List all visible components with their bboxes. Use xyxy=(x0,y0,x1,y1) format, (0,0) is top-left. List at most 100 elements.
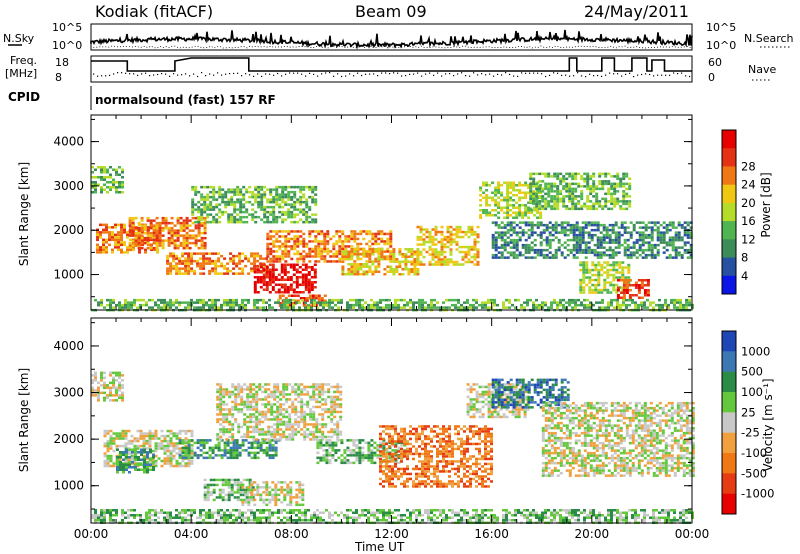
heatmap-cell xyxy=(308,195,312,199)
heatmap-cell xyxy=(311,220,315,224)
heatmap-cell xyxy=(347,268,351,271)
heatmap-cell xyxy=(598,306,601,309)
heatmap-cell xyxy=(500,256,504,259)
heatmap-cell xyxy=(487,301,490,304)
heatmap-cell xyxy=(146,468,149,471)
heatmap-cell xyxy=(255,428,259,431)
heatmap-cell xyxy=(265,271,269,274)
heatmap-cell xyxy=(302,304,306,307)
heatmap-cell xyxy=(238,303,241,307)
heatmap-cell xyxy=(442,301,445,304)
heatmap-cell xyxy=(250,498,254,502)
heatmap-cell xyxy=(416,255,420,259)
heatmap-cell xyxy=(514,306,517,309)
heatmap-cell xyxy=(212,198,216,201)
heatmap-cell xyxy=(167,241,171,245)
heatmap-cell xyxy=(205,301,208,304)
heatmap-cell xyxy=(302,200,306,204)
heatmap-cell xyxy=(503,248,507,252)
heatmap-cell xyxy=(545,223,549,227)
heatmap-cell xyxy=(240,385,244,389)
heatmap-cell xyxy=(220,272,224,275)
heatmap-cell xyxy=(190,439,194,442)
heatmap-cell xyxy=(585,271,589,274)
heatmap-cell xyxy=(112,437,116,440)
heatmap-cell xyxy=(539,223,543,227)
heatmap-cell xyxy=(233,218,237,221)
heatmap-cell xyxy=(491,196,495,199)
heatmap-cell xyxy=(515,233,519,237)
heatmap-cell xyxy=(228,423,232,426)
heatmap-cell xyxy=(494,221,498,224)
heatmap-cell xyxy=(508,298,511,302)
heatmap-cell xyxy=(646,298,649,302)
heatmap-cell xyxy=(254,200,258,204)
heatmap-cell xyxy=(263,208,267,211)
heatmap-cell xyxy=(169,444,173,448)
heatmap-cell xyxy=(184,257,188,260)
heatmap-cell xyxy=(302,245,306,248)
heatmap-cell xyxy=(535,207,539,211)
heatmap-cell xyxy=(512,253,516,257)
heatmap-cell xyxy=(314,188,318,191)
heatmap-cell xyxy=(106,168,109,171)
heatmap-cell xyxy=(305,220,309,224)
heatmap-cell xyxy=(209,205,213,209)
heatmap-cell xyxy=(365,263,369,266)
heatmap-cell xyxy=(150,238,153,242)
heatmap-cell xyxy=(121,171,124,174)
heatmap-cell xyxy=(105,231,108,234)
heatmap-cell xyxy=(485,199,489,202)
heatmap-cell xyxy=(253,276,257,279)
heatmap-cell xyxy=(223,444,227,447)
heatmap-cell xyxy=(579,261,583,264)
heatmap-cell xyxy=(418,306,421,309)
heatmap-cell xyxy=(255,430,259,434)
heatmap-cell xyxy=(610,182,614,186)
heatmap-cell xyxy=(286,288,290,291)
heatmap-cell xyxy=(247,451,251,455)
heatmap-cell xyxy=(385,303,388,307)
heatmap-cell xyxy=(623,248,627,252)
heatmap-cell xyxy=(571,207,575,211)
heatmap-cell xyxy=(593,248,597,252)
heatmap-cell xyxy=(262,268,266,271)
heatmap-cell xyxy=(659,231,663,234)
heatmap-cell xyxy=(232,306,235,309)
heatmap-cell xyxy=(278,205,282,209)
heatmap-cell xyxy=(535,195,539,198)
heatmap-cell xyxy=(305,242,309,246)
heatmap-cell xyxy=(233,491,237,494)
heatmap-cell xyxy=(119,453,122,456)
heatmap-cell xyxy=(202,254,206,258)
heatmap-cell xyxy=(293,294,297,297)
heatmap-cell xyxy=(449,238,453,241)
heatmap-cell xyxy=(246,433,250,436)
heatmap-cell xyxy=(425,235,429,239)
freq-label-2: [MHz] xyxy=(5,67,37,80)
heatmap-cell xyxy=(247,486,251,489)
heatmap-cell xyxy=(518,196,522,199)
heatmap-cell xyxy=(538,185,542,188)
heatmap-cell xyxy=(115,371,118,375)
heatmap-cell xyxy=(170,231,174,235)
heatmap-cell xyxy=(106,298,109,302)
heatmap-cell xyxy=(386,242,390,246)
heatmap-cell xyxy=(238,306,241,309)
heatmap-cell xyxy=(246,430,250,434)
heatmap-cell xyxy=(452,233,456,236)
heatmap-cell xyxy=(239,481,243,484)
heatmap-cell xyxy=(605,236,609,239)
heatmap-cell xyxy=(640,303,643,307)
heatmap-cell xyxy=(521,204,525,207)
heatmap-cell xyxy=(461,250,465,254)
heatmap-cell xyxy=(574,175,578,178)
heatmap-cell xyxy=(521,233,525,237)
heatmap-cell xyxy=(578,236,582,239)
heatmap-cell xyxy=(246,385,250,389)
heatmap-cell xyxy=(313,286,317,289)
heatmap-cell xyxy=(667,303,670,307)
heatmap-cell xyxy=(252,430,256,434)
heatmap-cell xyxy=(413,265,417,268)
heatmap-cell xyxy=(258,388,262,391)
